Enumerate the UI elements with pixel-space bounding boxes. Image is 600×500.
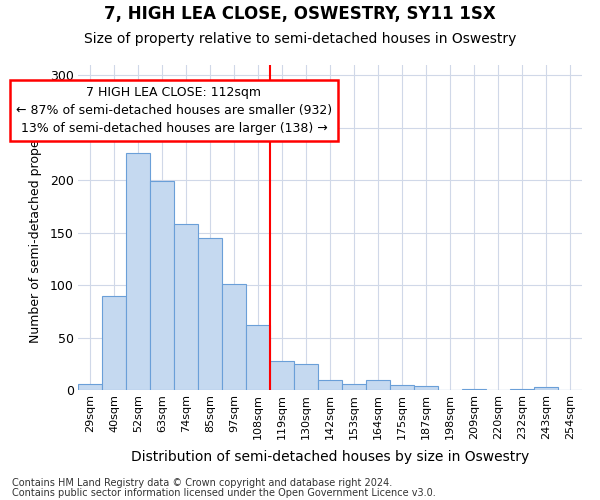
Bar [510, 389, 534, 390]
Bar [198, 238, 222, 390]
Bar [150, 182, 174, 390]
Text: Size of property relative to semi-detached houses in Oswestry: Size of property relative to semi-detach… [84, 32, 516, 46]
Bar [534, 387, 558, 390]
X-axis label: Distribution of semi-detached houses by size in Oswestry: Distribution of semi-detached houses by … [131, 450, 529, 464]
Text: 7 HIGH LEA CLOSE: 112sqm
← 87% of semi-detached houses are smaller (932)
13% of : 7 HIGH LEA CLOSE: 112sqm ← 87% of semi-d… [16, 86, 332, 135]
Bar [270, 360, 294, 390]
Y-axis label: Number of semi-detached properties: Number of semi-detached properties [29, 112, 41, 343]
Bar [366, 380, 390, 390]
Bar [462, 389, 486, 390]
Bar [126, 153, 150, 390]
Bar [342, 384, 366, 390]
Text: 7, HIGH LEA CLOSE, OSWESTRY, SY11 1SX: 7, HIGH LEA CLOSE, OSWESTRY, SY11 1SX [104, 5, 496, 23]
Bar [294, 364, 318, 390]
Text: Contains HM Land Registry data © Crown copyright and database right 2024.: Contains HM Land Registry data © Crown c… [12, 478, 392, 488]
Bar [246, 325, 270, 390]
Bar [414, 386, 438, 390]
Bar [390, 385, 414, 390]
Bar [78, 384, 102, 390]
Bar [102, 296, 126, 390]
Bar [318, 380, 342, 390]
Bar [174, 224, 198, 390]
Bar [222, 284, 246, 390]
Text: Contains public sector information licensed under the Open Government Licence v3: Contains public sector information licen… [12, 488, 436, 498]
